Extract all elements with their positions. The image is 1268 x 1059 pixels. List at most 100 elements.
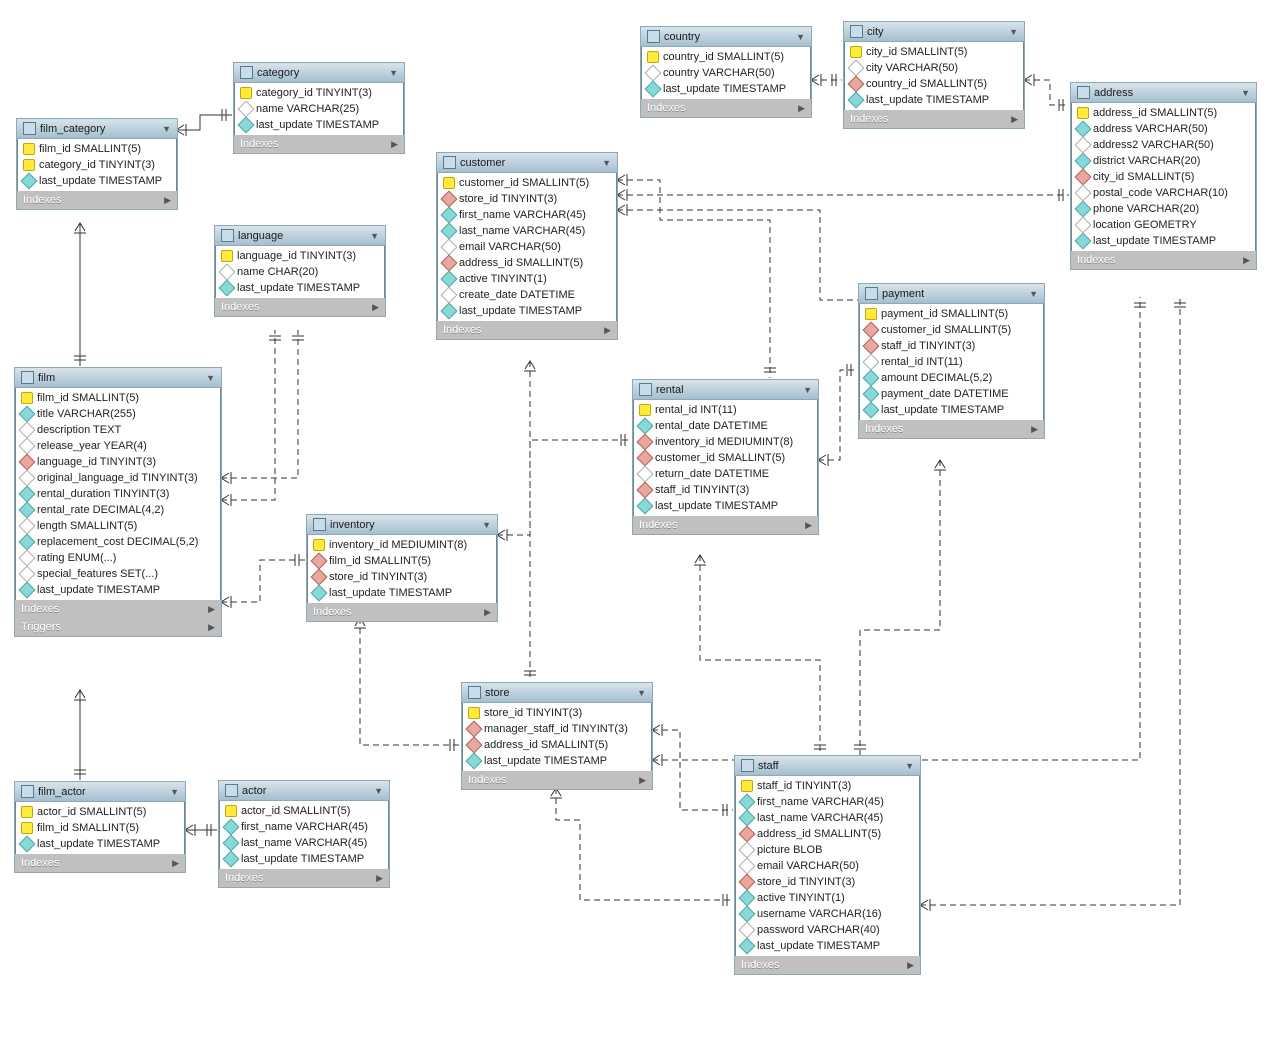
column-row: staff_id TINYINT(3) — [859, 338, 1044, 354]
column-name: staff_id TINYINT(3) — [655, 484, 749, 496]
column-row: last_update TIMESTAMP — [234, 117, 404, 133]
column-name: city VARCHAR(50) — [866, 62, 958, 74]
column-name: length SMALLINT(5) — [37, 520, 137, 532]
idx-icon — [863, 370, 880, 387]
column-name: address_id SMALLINT(5) — [459, 257, 583, 269]
reg-icon — [863, 354, 880, 371]
pk-icon — [647, 51, 659, 63]
fk-icon — [466, 721, 483, 738]
expand-icon: ▶ — [604, 325, 611, 336]
fk-icon — [1075, 169, 1092, 186]
column-row: last_name VARCHAR(45) — [219, 835, 389, 851]
idx-icon — [863, 402, 880, 419]
expand-icon: ▶ — [1243, 255, 1250, 266]
column-name: last_update TIMESTAMP — [256, 119, 379, 131]
column-name: last_name VARCHAR(45) — [459, 225, 585, 237]
column-row: rating ENUM(...) — [15, 550, 221, 566]
column-row: address_id SMALLINT(5) — [735, 826, 920, 842]
columns-list: city_id SMALLINT(5)city VARCHAR(50)count… — [844, 42, 1024, 110]
table-header: film_actor▼ — [15, 782, 185, 802]
column-row: staff_id TINYINT(3) — [633, 482, 818, 498]
column-row: rental_id INT(11) — [633, 402, 818, 418]
column-name: staff_id TINYINT(3) — [757, 780, 851, 792]
column-row: country_id SMALLINT(5) — [641, 49, 811, 65]
pk-icon — [865, 308, 877, 320]
column-row: city_id SMALLINT(5) — [844, 44, 1024, 60]
column-name: replacement_cost DECIMAL(5,2) — [37, 536, 198, 548]
column-row: district VARCHAR(20) — [1071, 153, 1256, 169]
table-icon — [468, 686, 481, 699]
footer-label: Indexes — [639, 519, 678, 531]
collapse-icon: ▼ — [1241, 88, 1250, 98]
indexes-footer: Indexes▶ — [219, 869, 389, 887]
column-row: location GEOMETRY — [1071, 217, 1256, 233]
column-name: address_id SMALLINT(5) — [757, 828, 881, 840]
column-row: inventory_id MEDIUMINT(8) — [633, 434, 818, 450]
column-row: store_id TINYINT(3) — [307, 569, 497, 585]
idx-icon — [739, 938, 756, 955]
column-row: email VARCHAR(50) — [735, 858, 920, 874]
footer-label: Indexes — [468, 774, 507, 786]
table-icon — [313, 518, 326, 531]
column-row: film_id SMALLINT(5) — [15, 820, 185, 836]
pk-icon — [23, 159, 35, 171]
idx-icon — [21, 173, 38, 190]
table-header: language▼ — [215, 226, 385, 246]
indexes-footer: Indexes▶ — [234, 135, 404, 153]
idx-icon — [19, 582, 36, 599]
indexes-footer: Indexes▶ — [735, 956, 920, 974]
collapse-icon: ▼ — [170, 787, 179, 797]
expand-icon: ▶ — [805, 520, 812, 531]
collapse-icon: ▼ — [482, 520, 491, 530]
table-icon — [741, 759, 754, 772]
column-row: last_update TIMESTAMP — [859, 402, 1044, 418]
fk-icon — [863, 338, 880, 355]
footer-label: Indexes — [741, 959, 780, 971]
column-row: last_update TIMESTAMP — [437, 303, 617, 319]
idx-icon — [848, 92, 865, 109]
column-name: payment_date DATETIME — [881, 388, 1009, 400]
idx-icon — [223, 851, 240, 868]
column-name: store_id TINYINT(3) — [459, 193, 557, 205]
idx-icon — [739, 794, 756, 811]
collapse-icon: ▼ — [905, 761, 914, 771]
column-name: postal_code VARCHAR(10) — [1093, 187, 1228, 199]
column-row: city_id SMALLINT(5) — [1071, 169, 1256, 185]
footer-label: Triggers — [21, 621, 61, 633]
expand-icon: ▶ — [484, 607, 491, 618]
table-icon — [221, 229, 234, 242]
column-name: last_update TIMESTAMP — [757, 940, 880, 952]
column-name: original_language_id TINYINT(3) — [37, 472, 198, 484]
column-name: address_id SMALLINT(5) — [1093, 107, 1217, 119]
reg-icon — [441, 239, 458, 256]
indexes-footer: Indexes▶ — [1071, 251, 1256, 269]
table-title: city — [867, 26, 884, 38]
reg-icon — [645, 65, 662, 82]
column-row: last_update TIMESTAMP — [462, 753, 652, 769]
expand-icon: ▶ — [1011, 114, 1018, 125]
edge-film-language — [221, 330, 275, 500]
table-icon — [639, 383, 652, 396]
fk-icon — [441, 255, 458, 272]
column-row: rental_duration TINYINT(3) — [15, 486, 221, 502]
column-name: last_update TIMESTAMP — [484, 755, 607, 767]
table-title: rental — [656, 384, 684, 396]
column-row: film_id SMALLINT(5) — [17, 141, 177, 157]
idx-icon — [739, 810, 756, 827]
indexes-footer: Indexes ▶ — [633, 516, 818, 534]
column-row: city VARCHAR(50) — [844, 60, 1024, 76]
column-name: rental_date DATETIME — [655, 420, 768, 432]
column-name: release_year YEAR(4) — [37, 440, 147, 452]
reg-icon — [19, 470, 36, 487]
column-row: actor_id SMALLINT(5) — [15, 804, 185, 820]
column-row: inventory_id MEDIUMINT(8) — [307, 537, 497, 553]
pk-icon — [221, 250, 233, 262]
idx-icon — [441, 271, 458, 288]
collapse-icon: ▼ — [1029, 289, 1038, 299]
columns-list: store_id TINYINT(3)manager_staff_id TINY… — [462, 703, 652, 771]
column-name: first_name VARCHAR(45) — [459, 209, 586, 221]
column-row: category_id TINYINT(3) — [17, 157, 177, 173]
column-name: film_id SMALLINT(5) — [329, 555, 431, 567]
edge-customer-rental — [617, 180, 770, 378]
column-name: language_id TINYINT(3) — [237, 250, 356, 262]
